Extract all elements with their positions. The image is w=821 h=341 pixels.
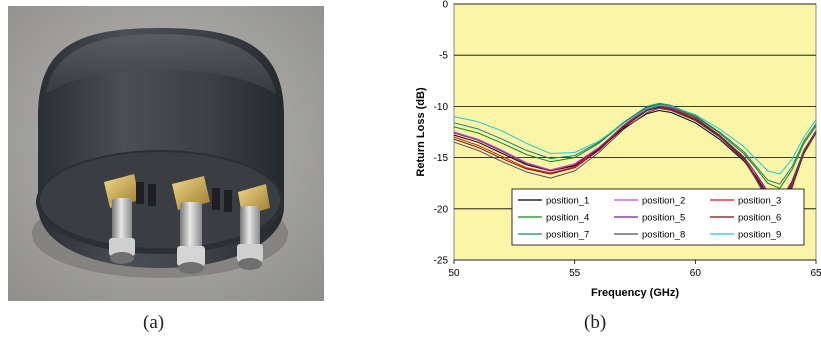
y-tick-label: -5 — [439, 51, 448, 62]
fixture-body — [32, 28, 288, 278]
legend — [511, 188, 805, 246]
legend-label: position_6 — [738, 213, 781, 224]
y-tick-label: -25 — [434, 256, 449, 267]
x-axis-title: Frequency (GHz) — [591, 287, 679, 299]
y-tick-label: -10 — [434, 102, 449, 113]
legend-label: position_8 — [642, 230, 685, 241]
y-tick-label: -15 — [434, 153, 449, 164]
y-tick-label: -20 — [434, 204, 449, 215]
y-axis-title: Return Loss (dB) — [415, 87, 427, 177]
caption-b: (b) — [584, 312, 607, 333]
x-tick-label: 55 — [569, 268, 581, 279]
pcb-strips — [136, 182, 232, 212]
connector-2 — [172, 176, 210, 274]
y-tick-label: 0 — [442, 0, 448, 11]
legend-label: position_7 — [546, 230, 589, 241]
legend-label: position_3 — [738, 196, 781, 207]
series-line-position-9 — [453, 104, 817, 175]
connector-3 — [237, 184, 270, 270]
legend-label: position_4 — [546, 213, 589, 224]
caption-a: (a) — [143, 312, 165, 333]
x-tick-label: 50 — [448, 268, 460, 279]
series-line-position-7 — [453, 102, 817, 185]
x-tick-label: 65 — [810, 268, 821, 279]
legend-label: position_9 — [738, 230, 781, 241]
fixture-photo — [8, 6, 324, 301]
connector-1 — [104, 174, 140, 264]
legend-label: position_1 — [546, 196, 589, 207]
x-tick-label: 60 — [690, 268, 702, 279]
legend-label: position_5 — [642, 213, 685, 224]
legend-label: position_2 — [642, 196, 685, 207]
